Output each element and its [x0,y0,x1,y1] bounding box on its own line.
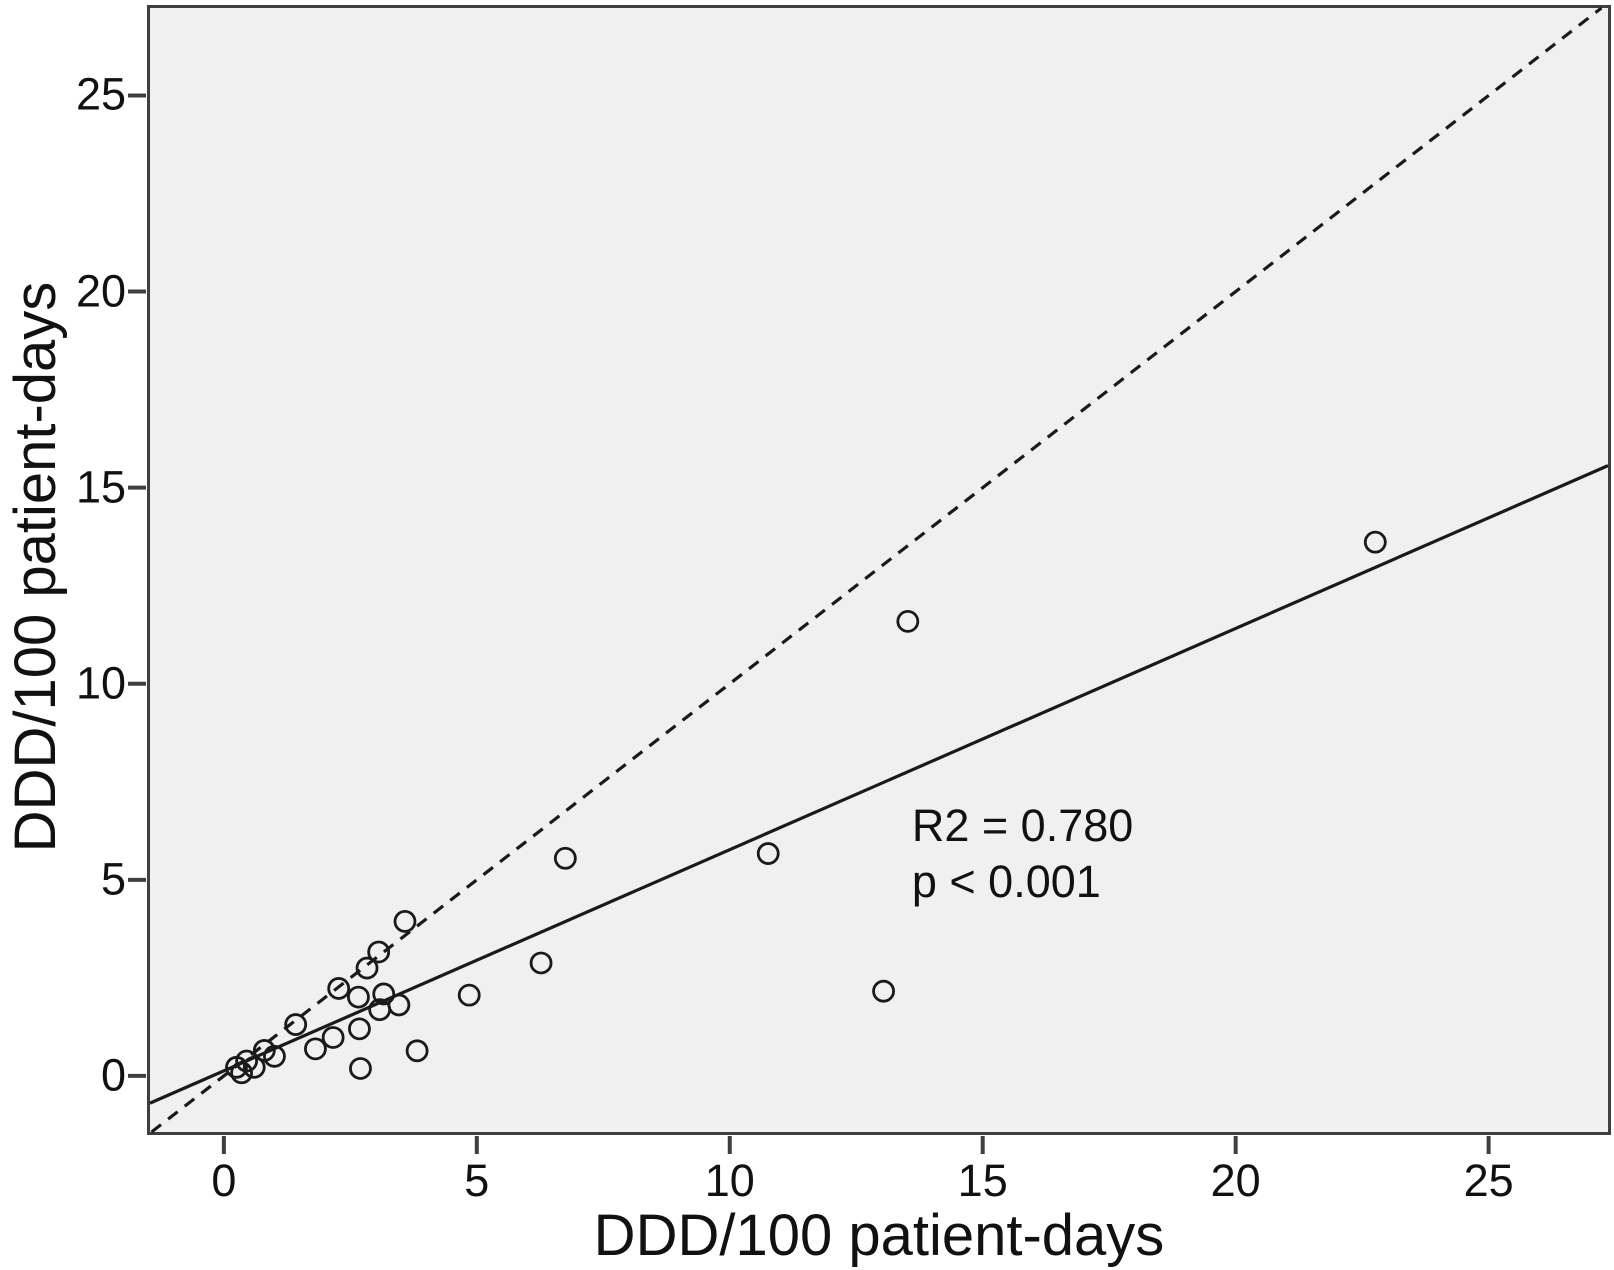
data-point [230,1061,253,1085]
y-tick-label: 5 [100,853,126,905]
data-point [553,846,577,870]
x-tick-label: 20 [1210,1155,1261,1206]
x-tick-label: 0 [211,1155,237,1206]
data-point [284,1013,308,1036]
data-point [896,609,920,633]
stats-annotation: R2 = 0.780 p < 0.001 [912,798,1133,910]
data-point [372,982,396,1006]
identity-line [150,6,1603,1134]
y-tick-label: 25 [75,69,126,121]
x-tick-label: 15 [957,1155,1008,1206]
x-axis-label: DDD/100 patient-days [593,1203,1165,1268]
data-point [393,909,417,933]
plot-area [128,5,1611,1154]
data-point [242,1055,266,1079]
data-point [327,977,351,1000]
data-point [304,1037,327,1061]
y-tick-label: 15 [75,461,126,513]
data-point [367,940,391,964]
data-point [349,1057,372,1080]
data-point [355,956,379,980]
plot-canvas [128,6,1609,1154]
data-point [529,951,553,975]
data-point [872,979,895,1003]
x-tick-label: 25 [1463,1155,1514,1206]
data-point [405,1039,429,1063]
r-squared-text: R2 = 0.780 [911,800,1134,852]
y-tick-label: 20 [75,265,126,317]
data-point [1363,530,1387,554]
x-tick-label: 5 [464,1155,490,1206]
p-value-text: p < 0.001 [911,856,1101,908]
y-axis-label: DDD/100 patient-days [3,281,68,853]
data-point [347,985,370,1009]
y-tick-label: 10 [75,657,126,709]
data-point [235,1049,259,1073]
data-point [348,1017,371,1041]
y-tick-label: 0 [100,1049,126,1101]
data-point [457,983,481,1007]
data-point [321,1026,345,1049]
data-point [756,842,780,865]
data-point [263,1044,286,1068]
x-tick-label: 10 [704,1155,755,1206]
data-point [387,993,411,1017]
